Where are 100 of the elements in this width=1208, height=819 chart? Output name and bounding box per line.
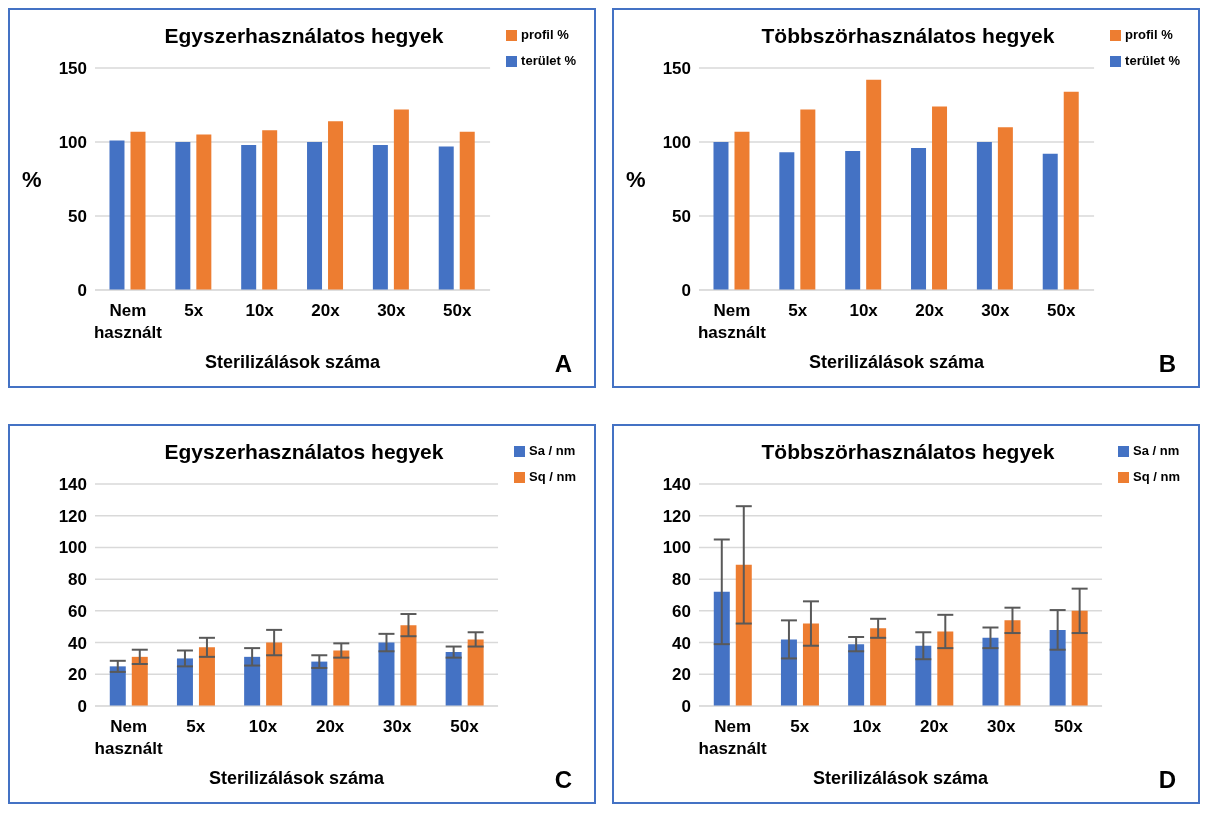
legend-label: terület % — [521, 53, 576, 68]
legend-label: profil % — [1125, 27, 1173, 42]
legend-label: Sa / nm — [1133, 443, 1180, 458]
text: A — [554, 350, 572, 378]
bar — [467, 639, 484, 706]
legend-label: Sq / nm — [529, 469, 576, 484]
legend-label: profil % — [521, 27, 569, 42]
y-tick-label: 100 — [662, 133, 691, 153]
x-tick-label: 10x — [852, 717, 882, 736]
bar — [307, 142, 323, 290]
bar — [262, 130, 278, 290]
y-tick-label: 140 — [662, 475, 691, 495]
x-tick-label: Nem használt — [94, 717, 163, 758]
bar — [198, 647, 215, 706]
x-axis-title: Sterilizálások száma — [208, 768, 386, 788]
bar — [109, 140, 125, 290]
bar — [176, 658, 193, 706]
x-tick-label: 30x — [377, 301, 407, 320]
x-tick-label: 50x — [442, 301, 472, 320]
bar — [976, 142, 992, 290]
bar — [333, 650, 350, 706]
bar — [915, 645, 932, 706]
x-tick-label: 30x — [987, 717, 1017, 736]
bar — [779, 152, 795, 290]
bar — [911, 147, 927, 290]
y-axis-title: % — [626, 166, 646, 192]
bar — [130, 131, 146, 290]
x-tick-label: 20x — [315, 717, 345, 736]
bar — [866, 79, 882, 290]
y-tick-label: 150 — [58, 59, 87, 79]
bar — [393, 109, 409, 290]
x-tick-label: Nem használt — [93, 301, 163, 342]
bar — [438, 146, 454, 290]
bar — [848, 644, 865, 706]
y-tick-label: 60 — [68, 601, 87, 621]
x-axis-title: Sterilizálások száma — [204, 352, 382, 372]
bar — [735, 564, 752, 706]
x-tick-label: Nem használt — [697, 301, 767, 342]
bar — [459, 131, 475, 290]
y-tick-label: 0 — [681, 697, 691, 717]
chart-title: Egyszerhasználatos hegyek — [164, 440, 444, 463]
bar — [1063, 91, 1079, 290]
bar — [932, 106, 948, 290]
x-tick-label: 10x — [849, 301, 879, 320]
bar — [845, 150, 861, 290]
y-tick-label: 20 — [68, 665, 87, 685]
y-tick-label: 40 — [672, 633, 691, 653]
y-tick-label: 40 — [68, 633, 87, 653]
x-tick-label: 50x — [1054, 717, 1084, 736]
x-tick-label: 10x — [245, 301, 275, 320]
bar — [445, 652, 462, 706]
bar — [802, 623, 819, 706]
bar — [109, 666, 126, 706]
bar — [266, 642, 283, 706]
x-tick-label: 5x — [186, 717, 206, 736]
legend-label: Sa / nm — [529, 443, 576, 458]
bar — [1004, 620, 1021, 706]
bar — [131, 656, 148, 706]
bar — [241, 144, 257, 290]
y-tick-label: 20 — [672, 665, 691, 685]
bar — [937, 631, 954, 706]
bar — [1042, 153, 1058, 290]
bar — [311, 661, 328, 706]
y-tick-label: 120 — [662, 506, 691, 526]
x-tick-label: 20x — [915, 301, 945, 320]
text: B — [1158, 350, 1176, 378]
y-tick-label: 140 — [58, 475, 87, 495]
chart-title: Többszörhasználatos hegyek — [761, 440, 1055, 463]
x-axis-title: Sterilizálások száma — [808, 352, 986, 372]
y-tick-label: 60 — [672, 601, 691, 621]
y-tick-label: 120 — [58, 506, 87, 526]
bar — [870, 628, 887, 706]
y-tick-label: 80 — [68, 570, 87, 590]
y-axis-title: % — [22, 166, 42, 192]
legend-label: Sq / nm — [1133, 469, 1180, 484]
chart-title: Többszörhasználatos hegyek — [761, 24, 1055, 47]
bar — [982, 637, 999, 706]
y-tick-label: 0 — [77, 281, 87, 301]
x-tick-label: 50x — [450, 717, 480, 736]
bar — [378, 642, 395, 706]
y-tick-label: 80 — [672, 570, 691, 590]
bar — [196, 134, 212, 290]
y-tick-label: 0 — [77, 697, 87, 717]
x-axis-title: Sterilizálások száma — [812, 768, 990, 788]
bar — [1071, 610, 1088, 706]
bar — [800, 109, 816, 290]
x-tick-label: Nem használt — [698, 717, 767, 758]
x-tick-label: 30x — [981, 301, 1011, 320]
x-tick-label: 20x — [919, 717, 949, 736]
bar — [1049, 629, 1066, 706]
text: D — [1158, 766, 1176, 794]
y-tick-label: 50 — [672, 207, 691, 227]
bar — [372, 144, 388, 290]
bar — [244, 656, 261, 706]
text: C — [554, 766, 572, 794]
bar — [328, 121, 344, 290]
chart-title: Egyszerhasználatos hegyek — [164, 24, 444, 47]
bar — [780, 639, 797, 706]
y-tick-label: 100 — [58, 133, 87, 153]
y-tick-label: 100 — [662, 538, 691, 558]
